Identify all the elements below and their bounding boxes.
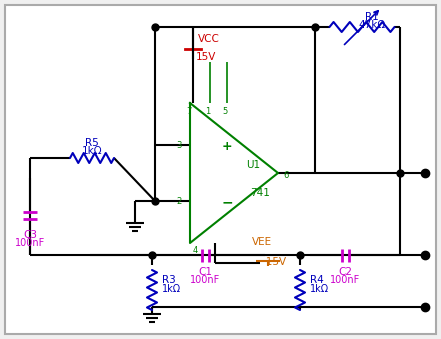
Text: 100nF: 100nF	[15, 238, 45, 248]
Text: 6: 6	[283, 171, 288, 179]
Text: 1: 1	[206, 107, 211, 116]
Text: 1kΩ: 1kΩ	[310, 284, 329, 294]
Text: 47kΩ: 47kΩ	[359, 20, 385, 30]
Text: 7: 7	[186, 107, 192, 116]
Text: −15V: −15V	[258, 257, 287, 267]
Text: R4: R4	[310, 275, 324, 285]
Text: VCC: VCC	[198, 34, 220, 44]
Text: 1kΩ: 1kΩ	[82, 146, 102, 156]
Text: −: −	[221, 195, 233, 209]
Text: R5: R5	[85, 138, 99, 148]
Text: 1kΩ: 1kΩ	[162, 284, 181, 294]
Text: 100nF: 100nF	[330, 275, 360, 285]
Text: 4: 4	[192, 246, 198, 255]
Text: 100nF: 100nF	[190, 275, 220, 285]
Text: C1: C1	[198, 267, 212, 277]
Text: R3: R3	[162, 275, 176, 285]
Text: 2: 2	[177, 197, 182, 205]
Text: C2: C2	[338, 267, 352, 277]
Text: 741: 741	[250, 188, 270, 198]
Text: 3: 3	[177, 140, 182, 149]
Text: U1: U1	[246, 160, 260, 170]
Text: 5: 5	[222, 107, 228, 116]
Text: VEE: VEE	[252, 237, 272, 247]
Text: +: +	[222, 140, 232, 153]
Text: C3: C3	[23, 230, 37, 240]
Text: 15V: 15V	[196, 52, 217, 62]
Text: R1: R1	[365, 12, 379, 22]
